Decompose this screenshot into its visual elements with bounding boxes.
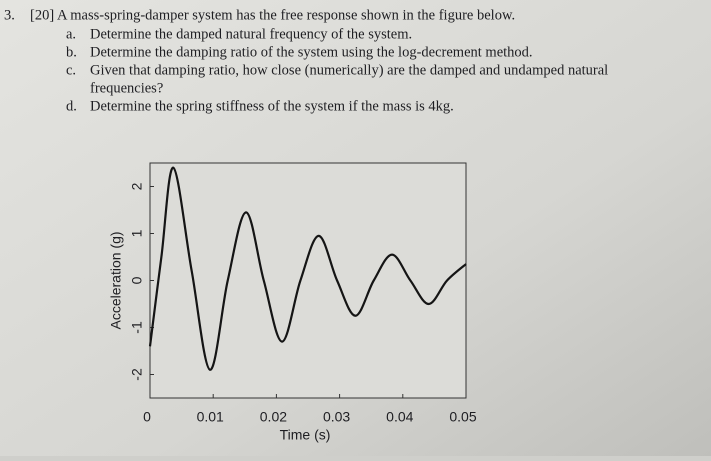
item-text: Determine the damped natural frequency o… xyxy=(90,26,412,42)
x-tick-label: 0 xyxy=(143,409,151,425)
x-tick-label: 0.01 xyxy=(197,409,224,425)
y-axis-label: Acceleration (g) xyxy=(108,231,124,329)
item-text: frequencies? xyxy=(90,80,163,96)
problem-number: 3. xyxy=(4,7,15,23)
x-axis-label: Time (s) xyxy=(280,427,331,443)
item-letter: a. xyxy=(66,26,76,42)
item-text: Determine the spring stiffness of the sy… xyxy=(90,98,454,114)
y-tick-label: 0 xyxy=(129,276,145,284)
response-curve xyxy=(148,166,467,371)
y-tick-label: 1 xyxy=(129,229,145,237)
item-letter: d. xyxy=(66,98,77,114)
problem-intro: [20] A mass-spring-damper system has the… xyxy=(30,7,515,23)
item-letter: b. xyxy=(66,44,77,60)
plot-frame xyxy=(149,162,467,399)
x-tick-label: 0.02 xyxy=(260,409,287,425)
y-tick-label: -1 xyxy=(129,321,145,334)
y-tick-label: 2 xyxy=(129,182,145,190)
x-tick-label: 0.03 xyxy=(323,409,350,425)
item-text: Given that damping ratio, how close (num… xyxy=(90,62,608,78)
x-tick-label: 0.04 xyxy=(386,409,413,425)
item-text: Determine the damping ratio of the syste… xyxy=(90,44,533,60)
x-tick-label: 0.05 xyxy=(449,409,476,425)
y-tick-label: -2 xyxy=(129,368,145,381)
item-letter: c. xyxy=(66,62,76,78)
